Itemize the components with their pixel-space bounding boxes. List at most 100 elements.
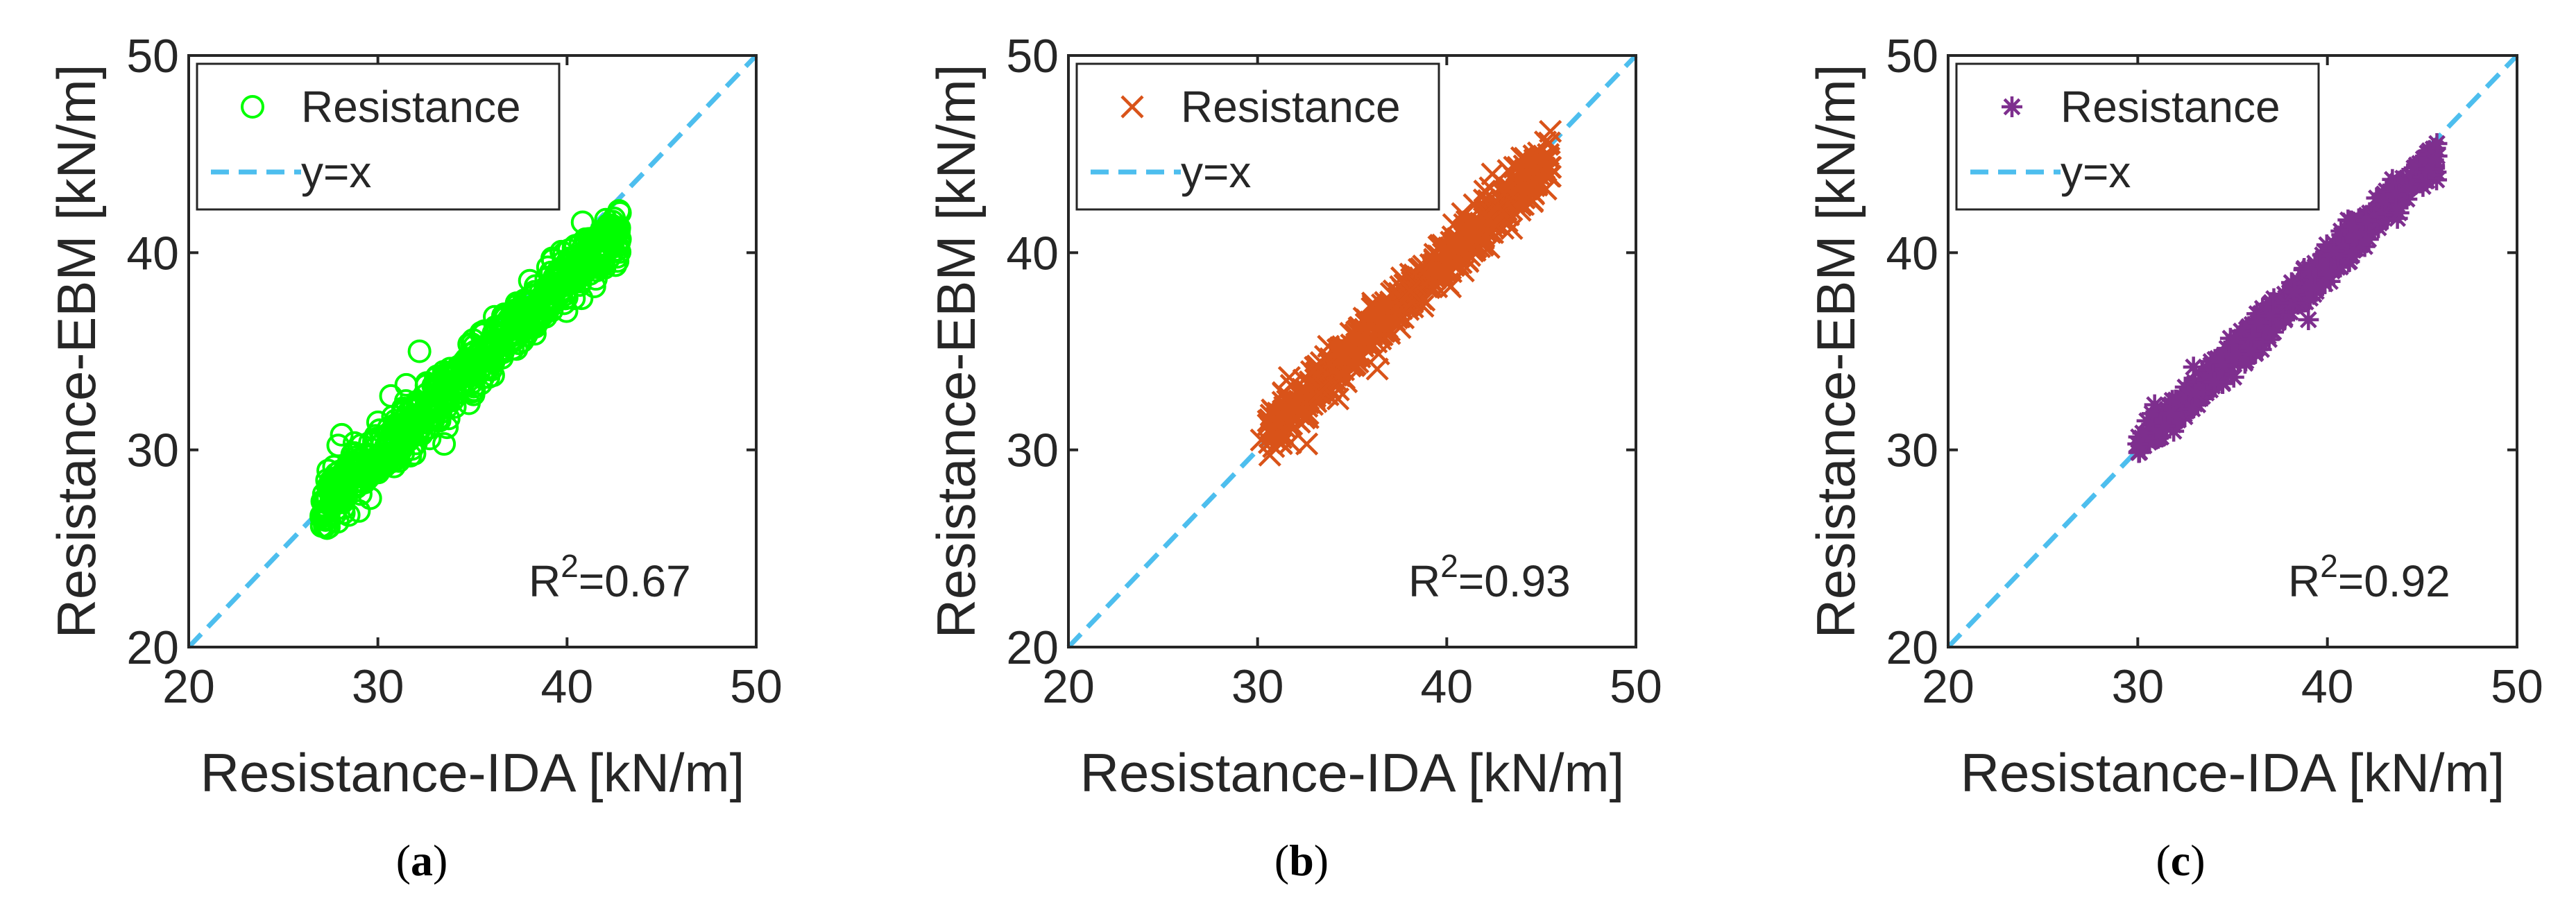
panel-caption: (a) <box>396 836 448 885</box>
data-point <box>1382 279 1406 303</box>
data-point <box>347 499 371 523</box>
panel-b: 20 30 40 50 20 30 40 50 Resistance-IDA [kN/m] Res… <box>926 30 1662 885</box>
data-point <box>1399 279 1422 303</box>
legend-marker <box>241 95 264 119</box>
data-point <box>407 339 432 363</box>
data-point <box>2165 389 2186 411</box>
data-point <box>2163 420 2185 442</box>
data-point <box>2396 178 2418 200</box>
legend: Resistance y=x <box>1075 62 1440 211</box>
data-point <box>2182 398 2203 420</box>
scatter-series <box>2127 132 2448 463</box>
data-point <box>346 447 370 472</box>
data-point <box>602 223 626 247</box>
legend-marker <box>2002 96 2022 117</box>
r2-annotation: R2=0.67 <box>529 548 691 606</box>
data-point <box>1487 196 1511 219</box>
data-point <box>2247 311 2269 333</box>
y-tick-label: 20 <box>1886 621 1938 674</box>
data-point <box>2132 422 2153 444</box>
data-point <box>2373 190 2395 212</box>
data-point <box>2255 318 2277 339</box>
legend: Resistance y=x <box>1955 62 2320 211</box>
axes-box <box>187 54 758 648</box>
x-tick-label: 50 <box>2491 660 2543 713</box>
data-point <box>1355 332 1379 355</box>
x-tick-label: 30 <box>2112 660 2165 713</box>
data-point <box>1249 428 1273 452</box>
legend-box <box>196 62 561 211</box>
data-point <box>2241 328 2262 350</box>
data-point <box>332 501 356 525</box>
data-point <box>2287 275 2308 297</box>
data-point <box>2240 340 2262 361</box>
data-point <box>604 253 628 277</box>
y-axis-label: Resistance-EBM [kN/m] <box>46 64 107 639</box>
data-point <box>2385 183 2407 205</box>
data-point <box>2323 241 2345 262</box>
data-point <box>2139 431 2160 452</box>
data-point <box>1311 374 1335 397</box>
data-point <box>2382 169 2403 190</box>
data-point <box>1272 382 1295 406</box>
data-point <box>2418 158 2439 180</box>
legend-label-ref: y=x <box>2061 147 2131 197</box>
data-point <box>2346 224 2368 246</box>
y-tick-label: 40 <box>126 227 179 280</box>
data-point <box>1326 387 1350 411</box>
data-point <box>546 273 570 298</box>
data-point <box>2317 264 2339 285</box>
data-point <box>373 435 398 459</box>
r2-exponent: 2 <box>1440 548 1458 584</box>
legend-label-series: Resistance <box>1181 82 1401 132</box>
data-point <box>2203 371 2225 393</box>
data-point <box>2363 206 2385 227</box>
caption-close: ) <box>1314 836 1329 885</box>
r2-value: =0.67 <box>579 556 691 606</box>
data-point <box>2219 346 2240 368</box>
r2-annotation: R2=0.92 <box>2288 548 2450 606</box>
data-point <box>2388 202 2409 223</box>
data-point <box>2283 282 2305 303</box>
data-point <box>315 468 339 492</box>
data-point <box>434 379 459 403</box>
r2-prefix: R <box>529 556 561 606</box>
y-tick-label: 20 <box>1006 621 1059 674</box>
x-tick-label: 50 <box>730 660 783 713</box>
panel-caption: (c) <box>2156 836 2205 885</box>
data-point <box>1307 381 1331 405</box>
data-point <box>2224 332 2246 353</box>
axes-box <box>1947 54 2518 648</box>
data-point <box>2337 209 2359 231</box>
data-point <box>2405 156 2427 178</box>
caption-letter: b <box>1289 836 1314 885</box>
data-point <box>2371 205 2393 226</box>
panel-c: 20 30 40 50 20 30 40 50 Resistance-IDA [kN/m] Res… <box>1805 30 2543 885</box>
r2-exponent: 2 <box>561 548 579 584</box>
data-point <box>522 280 547 304</box>
r2-prefix: R <box>2288 556 2320 606</box>
data-point <box>330 422 354 447</box>
data-point <box>554 299 579 323</box>
scatter-series <box>309 199 632 540</box>
data-point <box>2260 305 2281 327</box>
legend: Resistance y=x <box>196 62 561 211</box>
data-point <box>2346 213 2368 234</box>
data-point <box>2192 377 2214 398</box>
data-point <box>591 226 615 250</box>
data-point <box>1261 398 1284 422</box>
data-point <box>1440 230 1463 254</box>
data-point <box>379 384 403 408</box>
caption-open: ( <box>2156 836 2170 885</box>
data-point <box>1374 305 1398 329</box>
x-axis-label: Resistance-IDA [kN/m] <box>1080 742 1625 803</box>
data-point <box>1419 267 1442 291</box>
legend-box <box>1075 62 1440 211</box>
data-point <box>1474 205 1498 229</box>
data-point <box>562 286 586 311</box>
data-point <box>2299 287 2321 309</box>
data-point <box>2144 394 2165 415</box>
data-point <box>2262 321 2284 343</box>
data-point <box>1280 413 1304 436</box>
caption-open: ( <box>396 836 411 885</box>
